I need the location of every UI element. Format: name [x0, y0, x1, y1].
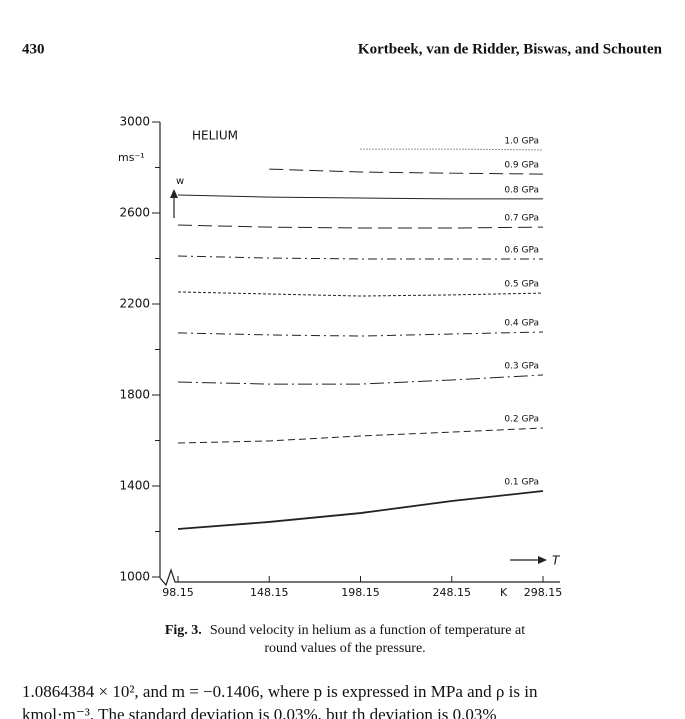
series-label: 0.7 GPa	[504, 214, 539, 224]
x-tick-label: 248.15	[433, 586, 472, 599]
series-line	[360, 148, 544, 151]
y-arrow-head	[170, 189, 178, 198]
series-label: 0.3 GPa	[504, 361, 539, 371]
series-label: 0.2 GPa	[504, 414, 539, 424]
caption-line: round values of the pressure.	[264, 641, 425, 656]
y-arrow-label: w	[176, 176, 184, 187]
y-tick-label: 1400	[119, 479, 150, 493]
page-number: 430	[22, 41, 45, 57]
caption-label: Fig. 3.	[165, 623, 202, 638]
x-unit: K	[500, 586, 508, 599]
series-label: 0.8 GPa	[504, 185, 539, 195]
x-axis	[159, 568, 560, 587]
x-tick-label: 198.15	[341, 586, 380, 599]
x-tick-label: 148.15	[250, 586, 289, 599]
series-line	[177, 224, 544, 229]
x-arrow-label: T	[552, 554, 561, 568]
x-tick-label: 298.15	[524, 586, 563, 599]
x-arrow-head	[538, 556, 547, 564]
y-tick-label: 2600	[119, 206, 150, 220]
y-tick-label: 1800	[119, 388, 150, 402]
y-tick-label: 3000	[119, 115, 150, 129]
series-label: 0.4 GPa	[504, 318, 539, 328]
y-tick-label: 2200	[119, 297, 150, 311]
y-tick-label: 1000	[119, 570, 150, 584]
series-label: 0.6 GPa	[504, 245, 539, 255]
series-line	[177, 194, 543, 200]
series-label: 1.0 GPa	[504, 136, 539, 146]
series-line	[177, 374, 544, 385]
series-label: 0.5 GPa	[504, 280, 539, 290]
series-line	[177, 291, 544, 297]
y-unit: ms⁻¹	[118, 151, 145, 164]
caption-line: Sound velocity in helium as a function o…	[210, 623, 525, 638]
chart-title: HELIUM	[192, 129, 238, 143]
body-line: 1.0864384 × 10², and m = −0.1406, where …	[22, 682, 538, 701]
x-tick-label: 98.15	[162, 586, 194, 599]
figure-caption: Fig. 3. Sound velocity in helium as a fun…	[165, 623, 525, 638]
running-header: Kortbeek, van de Ridder, Biswas, and Sch…	[358, 41, 663, 57]
series-label: 0.9 GPa	[504, 161, 539, 171]
body-line: kmol·m⁻³. The standard deviation is 0.03…	[22, 705, 497, 719]
series-label: 0.1 GPa	[504, 478, 539, 488]
series-line	[177, 427, 544, 444]
series-line	[269, 168, 544, 175]
series-line	[177, 255, 543, 260]
series-line	[177, 331, 544, 337]
series-line	[177, 490, 544, 530]
